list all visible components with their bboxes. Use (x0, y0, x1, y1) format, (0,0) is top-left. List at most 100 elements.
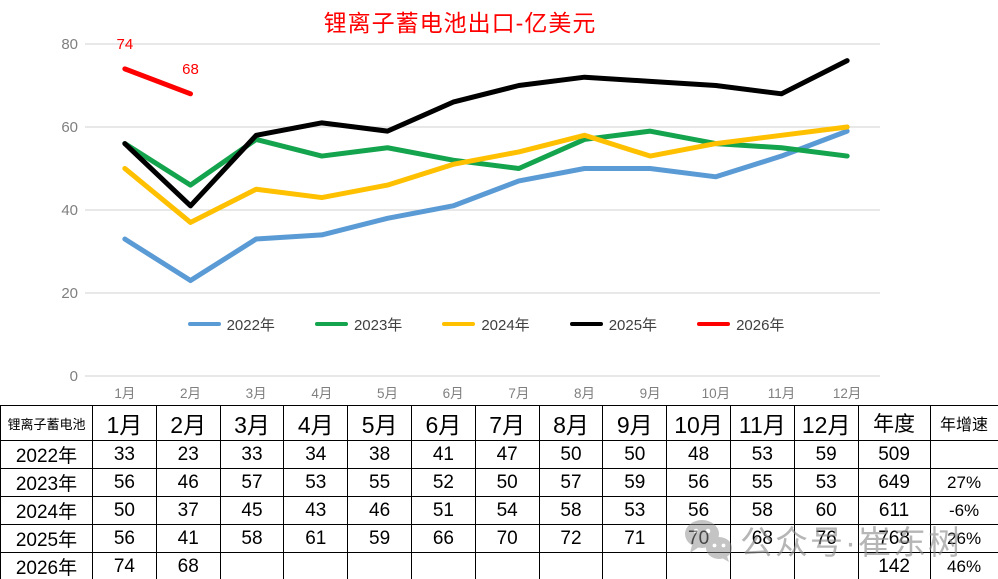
y-tick-label: 80 (61, 36, 78, 53)
legend-item-2022年[interactable]: 2022年 (187, 314, 275, 335)
legend-item-2024年[interactable]: 2024年 (442, 314, 530, 335)
series-2022年 (122, 128, 850, 284)
table-month-header: 4月 (283, 405, 349, 441)
data-label: 68 (182, 61, 199, 78)
table-cell: 53 (729, 440, 795, 469)
table-cell (538, 552, 604, 579)
x-tick-label: 5月 (377, 386, 398, 401)
table-cell: 66 (410, 524, 476, 553)
x-tick-label: 4月 (311, 386, 332, 401)
legend-item-2026年[interactable]: 2026年 (697, 314, 784, 335)
table-cell (410, 552, 476, 579)
table-cell: 56 (666, 468, 731, 497)
annual-cell: 768 (857, 524, 931, 553)
table-cell: 33 (92, 440, 157, 469)
table-cell: 51 (410, 496, 476, 525)
x-tick-label: 12月 (833, 386, 862, 401)
table-cell: 33 (219, 440, 285, 469)
table-cell: 61 (283, 524, 349, 553)
table-cell: 50 (538, 440, 604, 469)
table-month-header: 1月 (92, 405, 157, 441)
table-row-2022年: 2022年 33 23 33 34 38 41 47 50 50 48 53 59 509 (0, 440, 998, 469)
table-cell: 58 (729, 496, 795, 525)
table-growth-header: 年增速 (929, 405, 998, 441)
table-cell: 72 (538, 524, 604, 553)
table-cell: 37 (155, 496, 221, 525)
table-cell: 48 (666, 440, 731, 469)
legend-item-2025年[interactable]: 2025年 (569, 314, 658, 335)
table-cell: 23 (155, 440, 221, 469)
row-label: 2023年 (0, 468, 93, 497)
table-month-header: 3月 (219, 405, 285, 441)
table-cell: 55 (729, 468, 795, 497)
annual-cell: 611 (857, 496, 931, 525)
table-cell: 55 (347, 468, 412, 497)
y-tick-label: 0 (70, 368, 78, 385)
legend-item-2023年[interactable]: 2023年 (314, 314, 403, 335)
table-month-header: 8月 (538, 405, 604, 441)
table-row-2026年: 2026年 74 68 142 46% (0, 552, 998, 579)
x-tick-label: 11月 (768, 386, 796, 401)
data-table: 锂离子蓄电池 1月 2月 3月 4月 5月 6月 7月 8月 9月 10月 11月 12月 年度 年增速 20… (0, 405, 998, 579)
table-cell: 46 (155, 468, 221, 497)
table-cell: 38 (347, 440, 412, 469)
chart-legend: 2022年 2023年 2024年 2025年 2026年 (92, 314, 880, 334)
growth-cell (929, 440, 998, 469)
legend-label: 2026年 (736, 316, 785, 334)
table-cell: 50 (474, 468, 540, 497)
table-cell: 41 (155, 524, 221, 553)
table-month-header: 7月 (474, 405, 540, 441)
x-tick-label: 2月 (180, 386, 201, 401)
table-cell: 56 (92, 468, 157, 497)
legend-label: 2022年 (226, 316, 275, 334)
annual-cell: 509 (857, 440, 931, 469)
table-cell (474, 552, 540, 579)
table-cell: 70 (666, 524, 731, 553)
table-cell: 71 (602, 524, 668, 553)
row-label: 2022年 (0, 440, 93, 469)
series-2025年 (122, 58, 850, 209)
growth-cell: -6% (929, 496, 998, 525)
chart-title: 锂离子蓄电池出口-亿美元 (323, 10, 597, 36)
row-label: 2024年 (0, 496, 93, 525)
table-month-header: 6月 (410, 405, 476, 441)
table-cell (729, 552, 795, 579)
table-cell: 34 (283, 440, 349, 469)
legend-swatch (569, 321, 603, 327)
table-cell: 43 (283, 496, 349, 525)
table-cell: 58 (538, 496, 604, 525)
table-cell: 52 (410, 468, 476, 497)
y-tick-label: 40 (61, 202, 78, 219)
legend-label: 2025年 (608, 316, 658, 334)
table-cell: 54 (474, 496, 540, 525)
table-cell: 68 (729, 524, 795, 553)
annual-cell: 649 (857, 468, 931, 497)
table-cell: 45 (219, 496, 285, 525)
table-cell: 50 (92, 496, 157, 525)
line-chart: 0 20 40 60 80 1月 2月 3月 4月 5月 6月 7月 8月 9月 10月 11月 12月 74 68 (61, 36, 880, 401)
table-cell: 53 (283, 468, 349, 497)
table-cell: 46 (347, 496, 412, 525)
table-month-header: 5月 (347, 405, 412, 441)
table-cell: 53 (793, 468, 859, 497)
table-cell: 41 (410, 440, 476, 469)
legend-swatch (314, 321, 348, 327)
x-tick-label: 3月 (246, 386, 267, 401)
table-cell: 59 (793, 440, 859, 469)
y-tick-label: 60 (61, 119, 78, 136)
table-cell: 76 (793, 524, 859, 553)
table-month-header: 11月 (729, 405, 795, 441)
y-tick-label: 20 (61, 285, 78, 302)
table-cell: 58 (219, 524, 285, 553)
x-tick-label: 1月 (114, 386, 135, 401)
x-tick-label: 8月 (574, 386, 595, 401)
table-cell: 60 (793, 496, 859, 525)
table-cell: 57 (538, 468, 604, 497)
table-month-header: 9月 (602, 405, 668, 441)
table-cell: 56 (666, 496, 731, 525)
annual-cell: 142 (857, 552, 931, 579)
legend-swatch (442, 321, 476, 327)
table-cell: 56 (92, 524, 157, 553)
legend-label: 2023年 (353, 316, 403, 334)
table-cell: 47 (474, 440, 540, 469)
